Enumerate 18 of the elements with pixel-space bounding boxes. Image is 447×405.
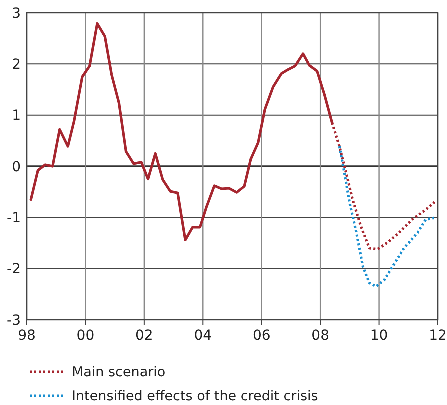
x-tick-label: 08 [312, 328, 330, 344]
x-tick-label: 04 [194, 328, 212, 344]
y-tick-label: 0 [12, 159, 21, 176]
line-series [338, 145, 436, 288]
x-tick-label: 00 [76, 328, 95, 344]
x-tick-label: 10 [370, 328, 388, 344]
x-tick-label: 12 [429, 328, 447, 344]
y-tick-label: -2 [7, 262, 21, 278]
x-tick-label: 98 [18, 328, 36, 344]
y-tick-label: 2 [12, 57, 21, 74]
y-tick-label: 3 [12, 6, 21, 22]
y-tick-label: -1 [7, 210, 21, 227]
legend-label: Main scenario [72, 364, 166, 381]
y-tick-label: 1 [12, 108, 21, 124]
legend-label: Intensified effects of the credit crisis [72, 388, 318, 405]
x-tick-label: 02 [136, 328, 154, 344]
x-tick-label: 06 [252, 328, 271, 344]
y-tick-label: -3 [7, 312, 21, 329]
